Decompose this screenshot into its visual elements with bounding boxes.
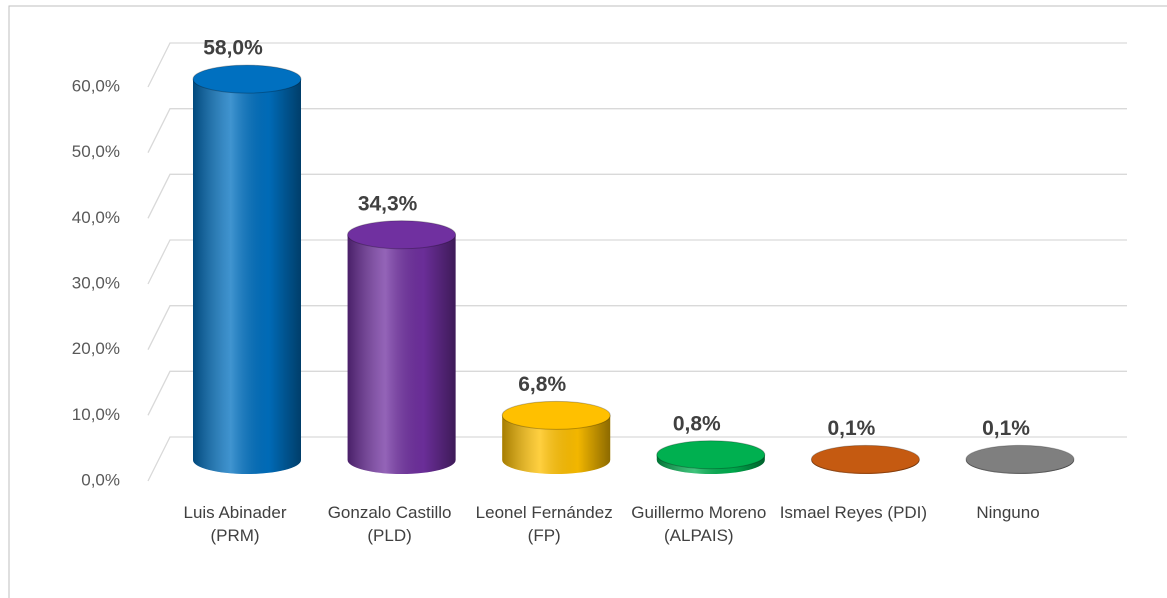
bar-top <box>501 400 611 430</box>
y-tick-label: 50,0% <box>72 142 120 161</box>
y-tick-label: 20,0% <box>72 339 120 358</box>
bar-shade <box>502 415 611 474</box>
grid-line <box>147 436 1127 482</box>
value-label: 0,1% <box>827 417 875 440</box>
grid-line <box>147 239 1127 285</box>
bar-shade <box>347 234 456 474</box>
grid-line <box>147 42 1127 88</box>
value-label: 58,0% <box>203 37 263 60</box>
x-tick-label: Guillermo Moreno (ALPAIS) <box>631 503 767 545</box>
grid-line <box>147 108 1127 153</box>
bar-top <box>810 444 920 474</box>
grid-line <box>147 305 1127 350</box>
x-tick-label: Leonel Fernández (FP) <box>475 503 613 545</box>
y-tick-label: 0,0% <box>81 470 120 489</box>
chart-border <box>8 5 1167 598</box>
y-tick-label: 10,0% <box>72 405 120 424</box>
grid-line <box>147 173 1127 219</box>
value-label: 0,8% <box>673 412 721 435</box>
value-label: 6,8% <box>518 373 566 396</box>
y-tick-label: 30,0% <box>72 273 120 292</box>
x-tick-label: Ismael Reyes (PDI) <box>779 503 928 522</box>
bar-top <box>192 64 302 94</box>
grid-line <box>147 370 1127 416</box>
bar-top <box>656 440 766 470</box>
bar-top <box>965 444 1075 474</box>
value-label: 34,3% <box>358 192 418 215</box>
y-tick-label: 60,0% <box>72 76 120 95</box>
x-tick-label: Ninguno <box>976 503 1040 522</box>
x-tick-label: Luis Abinader (PRM) <box>183 503 287 545</box>
y-tick-label: 40,0% <box>72 208 120 227</box>
value-label: 0,1% <box>982 417 1030 440</box>
bar-shade <box>193 79 301 474</box>
bar-top <box>347 220 457 250</box>
x-tick-label: Gonzalo Castillo (PLD) <box>327 503 452 545</box>
